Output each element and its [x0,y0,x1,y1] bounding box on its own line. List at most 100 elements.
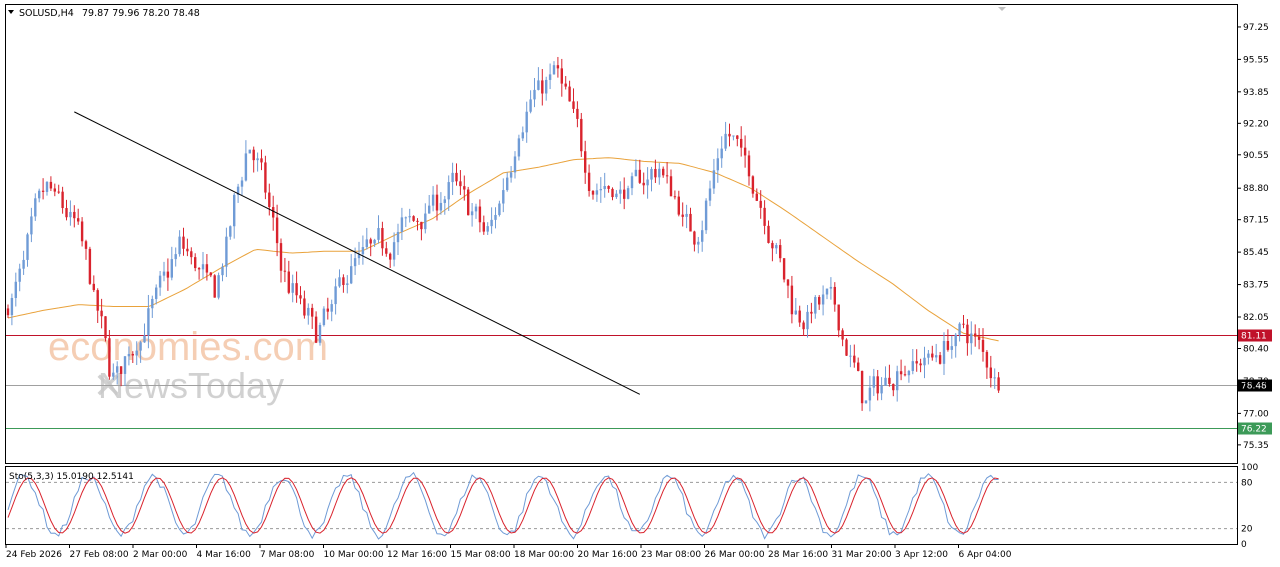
candle-body [806,311,809,330]
candle-body [186,248,189,252]
x-tick-label: 28 Mar 16:00 [768,550,828,560]
candle-body [572,101,575,109]
candle-body [236,186,240,195]
candle-body [623,189,626,199]
candle-body [864,400,868,404]
candle-body [182,236,185,249]
candle-body [38,190,41,199]
candle-body [467,189,470,216]
candle-body [498,203,501,215]
candle-body [225,236,228,267]
candle-body [455,172,458,182]
candle-body [736,135,739,139]
candle-body [552,65,556,75]
candle-body [747,155,751,177]
x-tick-label: 12 Mar 16:00 [387,550,447,560]
candle-body [338,277,341,287]
candle-body [197,268,201,270]
x-tick-label: 18 Mar 00:00 [514,550,574,560]
candle-body [974,333,977,337]
candle-body [993,377,996,379]
candle-body [521,132,524,139]
candle-body [451,172,454,183]
candle-body [45,181,49,192]
candle-body [486,226,489,232]
y-tick-label: 87.15 [1243,216,1269,226]
candle-body [860,370,864,404]
candle-body [396,231,400,243]
candle-body [833,286,836,305]
candle-body [556,65,560,69]
candle-body [919,363,922,366]
candle-body [213,275,216,298]
candle-body [786,279,790,286]
candle-body [244,153,248,181]
candle-body [424,213,427,230]
stoch-tick-label: 0 [1241,540,1247,550]
candle-body [10,297,14,316]
candle-body [642,182,645,186]
candle-body [845,339,848,356]
candle-body [841,330,844,340]
symbol-dropdown-icon[interactable] [8,10,14,14]
candle-body [53,188,56,192]
candle-body [794,310,797,315]
candle-body [494,214,497,220]
candle-body [545,79,548,94]
candle-body [626,188,630,199]
candle-body [279,243,283,271]
candle-body [935,355,938,358]
candle-body [533,89,536,100]
candle-body [22,259,25,269]
candle-body [915,361,918,364]
candle-body [96,290,99,311]
candle-body [264,162,267,193]
x-tick-label: 20 Mar 16:00 [578,550,638,560]
candle-body [73,211,76,219]
x-tick-label: 2 Mar 00:00 [133,550,188,560]
candle-body [322,308,326,325]
candle-body [724,133,727,149]
candle-body [997,377,1000,391]
candle-body [966,324,969,344]
candle-body [595,190,599,195]
candle-body [525,111,528,133]
candle-body [92,283,95,291]
candle-body [240,180,244,187]
candle-body [268,192,271,208]
candle-body [100,310,103,317]
candle-body [88,248,92,284]
candle-body [357,254,361,259]
candle-body [361,247,365,255]
candle-body [681,214,684,217]
support-price-tag [1238,422,1272,435]
candle-body [478,206,482,223]
candle-body [147,308,150,336]
stoch-tick-label: 20 [1241,525,1253,535]
candle-body [977,336,981,340]
candle-body [638,169,641,183]
chart-shift-marker[interactable] [998,7,1006,11]
candle-body [708,188,712,201]
candle-body [416,220,419,222]
stoch-main-line [7,471,999,540]
stoch-tick-label: 80 [1241,478,1253,488]
y-tick-label: 92.20 [1243,119,1269,129]
candle-body [443,199,446,203]
candle-body [6,308,10,316]
candle-body [112,372,115,377]
candle-body [775,245,778,249]
candle-body [318,324,322,343]
candle-body [591,190,595,195]
candle-body [513,156,517,173]
candle-body [954,334,957,347]
candle-body [108,338,111,377]
candle-body [669,176,673,197]
candle-body [389,253,392,260]
x-tick-label: 6 Apr 04:00 [959,550,1012,560]
candle-body [634,169,638,177]
main-pane-frame [5,4,1238,464]
candle-body [377,228,380,240]
x-tick-label: 4 Mar 16:00 [197,550,252,560]
